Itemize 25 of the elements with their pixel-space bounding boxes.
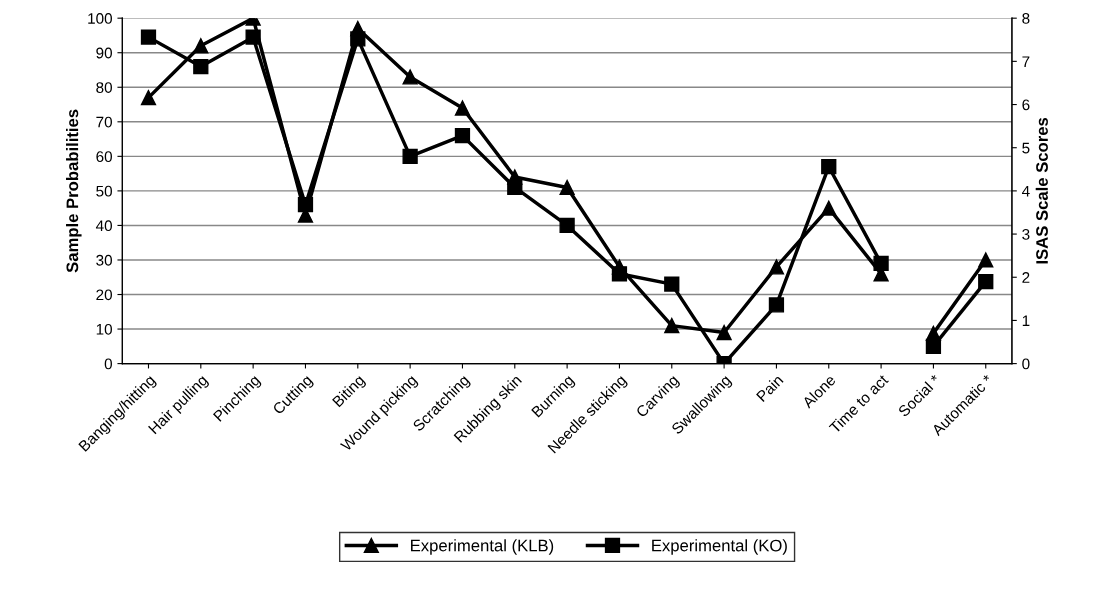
y-tick-label: 40 [95,220,112,232]
y-tick-label: 0 [104,358,112,370]
y2-tick-label: 7 [1022,56,1030,67]
y2-tick-label: 0 [1022,358,1030,370]
y-tick-label: 30 [96,254,112,266]
x-tick-label: Pain [755,374,784,402]
y-tick-label: 20 [96,289,112,301]
y-tick-label: 80 [96,82,112,93]
y-tick-label: 50 [96,185,112,197]
y-axis-title: Sample Probabilities [66,109,82,273]
y-tick-label: 90 [96,47,112,59]
y-tick-label: 60 [96,151,112,163]
y2-tick-label: 3 [1022,228,1030,240]
y-tick-label: 100 [88,13,112,24]
legend-label: Experimental (KO) [652,539,787,555]
y-tick-label: 70 [96,116,112,128]
y2-axis-title: ISAS Scale Scores [1035,117,1048,264]
y2-tick-label: 1 [1022,315,1030,326]
y-tick-label: 10 [96,323,112,335]
legend-label: Experimental (KLB) [411,539,554,555]
y2-tick-label: 6 [1022,99,1030,111]
y2-tick-label: 8 [1022,13,1030,24]
y2-tick-label: 5 [1022,142,1030,154]
y2-tick-label: 4 [1021,185,1030,197]
y2-tick-label: 2 [1022,272,1030,283]
